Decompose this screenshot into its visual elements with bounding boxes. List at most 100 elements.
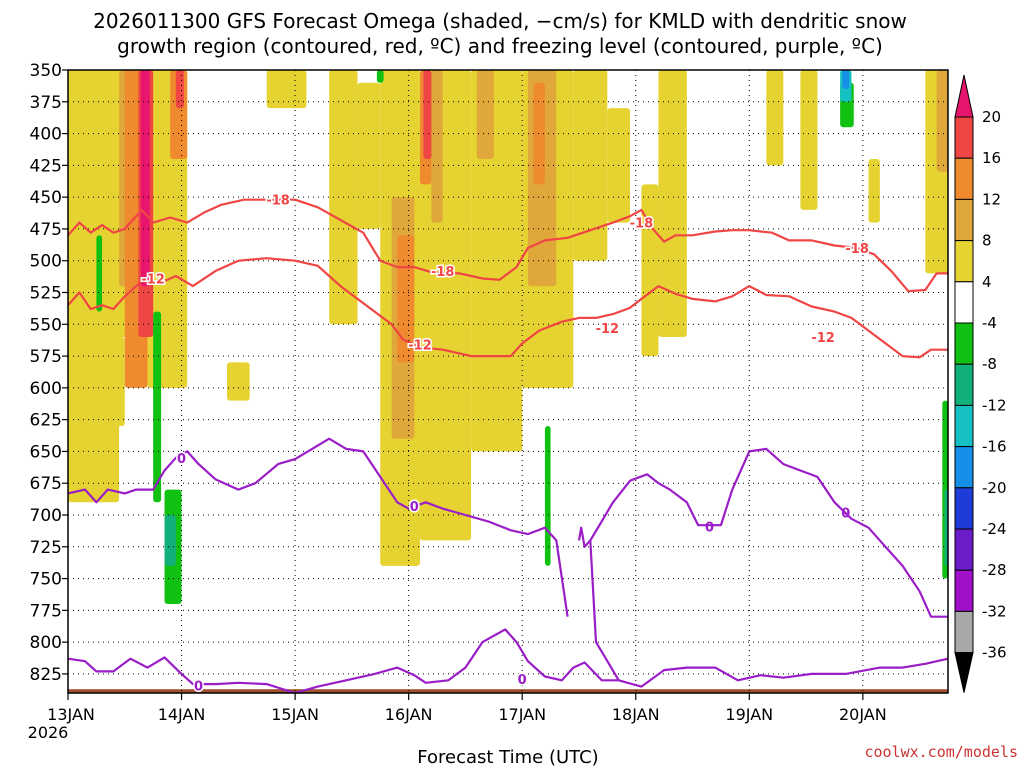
colorbar-label-16: 16 xyxy=(982,149,1001,167)
x-axis-label: Forecast Time (UTC) xyxy=(417,747,598,768)
y-tick-label-575: 575 xyxy=(30,347,62,367)
x-tick-label-18JAN: 18JAN xyxy=(612,705,660,724)
contour-label--12-3: -12 xyxy=(811,331,835,346)
x-tick-label-20JAN: 20JAN xyxy=(839,705,887,724)
colorbar-swatch--20 xyxy=(954,487,974,530)
contour-0 xyxy=(67,437,569,617)
colorbar-label--8: -8 xyxy=(982,355,997,373)
colorbar-label--24: -24 xyxy=(982,520,1007,538)
y-tick-label-500: 500 xyxy=(30,252,62,272)
y-tick-label-775: 775 xyxy=(30,601,62,621)
colorbar-label-4: 4 xyxy=(982,273,992,291)
shade-region-4-13 xyxy=(573,70,608,261)
shade-region-4-6 xyxy=(266,70,307,109)
colorbar-label--4: -4 xyxy=(982,314,997,332)
shade-region--8-1 xyxy=(944,489,948,566)
contour-0d xyxy=(67,628,949,695)
shade-region--4-4 xyxy=(544,426,551,566)
shade-region-16-2 xyxy=(423,70,432,159)
plot-frame xyxy=(67,69,949,694)
shade-region-20-0 xyxy=(140,70,150,287)
x-tick-label-16JAN: 16JAN xyxy=(385,705,433,724)
colorbar-swatch-8 xyxy=(954,240,974,283)
y-tick-label-650: 650 xyxy=(30,442,62,462)
contour-label--12-2: -12 xyxy=(596,322,620,337)
y-tick-label-825: 825 xyxy=(30,665,62,685)
y-tick-label-425: 425 xyxy=(30,156,62,176)
ground-surface xyxy=(68,689,948,693)
y-tick-label-675: 675 xyxy=(30,474,62,494)
year-label: 2026 xyxy=(28,723,69,742)
shade-region-4-15 xyxy=(641,184,659,357)
chart-title-line1: 2026011300 GFS Forecast Omega (shaded, −… xyxy=(93,9,907,33)
shade-region--4-0 xyxy=(96,235,103,312)
y-tick-label-475: 475 xyxy=(30,220,62,240)
x-tick-label-14JAN: 14JAN xyxy=(158,705,206,724)
shade-region-8-2 xyxy=(431,70,443,223)
colorbar-top-arrow xyxy=(954,74,974,118)
y-tick-label-800: 800 xyxy=(30,633,62,653)
y-tick-label-375: 375 xyxy=(30,93,62,113)
contour-label--18-1: -18 xyxy=(431,265,455,280)
colorbar-swatch-16 xyxy=(954,157,974,200)
y-tick-label-350: 350 xyxy=(30,61,62,81)
shade-region-8-5 xyxy=(936,70,948,172)
y-tick-label-750: 750 xyxy=(30,570,62,590)
colorbar-swatch--28 xyxy=(954,569,974,612)
contour-label--12-0: -12 xyxy=(141,273,165,288)
y-axis-ticks: 350 375 400 425 450 475 500 525 550 575 600 625 650 6… xyxy=(30,61,68,685)
colorbar-swatch-20 xyxy=(954,116,974,159)
shade-region-4-8 xyxy=(357,82,381,229)
colorbar-swatch--16 xyxy=(954,446,974,489)
y-tick-label-725: 725 xyxy=(30,538,62,558)
shade-region-4-16 xyxy=(658,70,687,337)
y-tick-label-600: 600 xyxy=(30,379,62,399)
contour-label--18-0: -18 xyxy=(266,194,290,209)
contour-label-0-0: 0 xyxy=(177,452,186,467)
contour--18 xyxy=(67,198,948,293)
contour-0b xyxy=(577,526,620,681)
x-tick-label-19JAN: 19JAN xyxy=(725,705,773,724)
contour-label-0d-1: 0 xyxy=(518,673,527,688)
shade-region-16-1 xyxy=(175,70,184,109)
x-tick-label-13JAN: 13JAN xyxy=(47,705,95,724)
colorbar-swatch--8 xyxy=(954,363,974,406)
x-tick-label-15JAN: 15JAN xyxy=(271,705,319,724)
y-tick-label-450: 450 xyxy=(30,188,62,208)
contour-label-0-1: 0 xyxy=(410,500,419,515)
colorbar-label-20: 20 xyxy=(982,108,1001,126)
shade-region-4-19 xyxy=(868,159,880,223)
omega-shading xyxy=(68,70,948,604)
y-tick-label-525: 525 xyxy=(30,284,62,304)
shade-region-4-17 xyxy=(766,70,784,166)
colorbar-label--12: -12 xyxy=(982,396,1007,414)
colorbar-label--32: -32 xyxy=(982,602,1007,620)
y-tick-label-625: 625 xyxy=(30,411,62,431)
contour-label-0d-0: 0 xyxy=(194,679,203,694)
contour-label-0-2: 0 xyxy=(705,520,714,535)
ground-band xyxy=(68,689,948,693)
colorbar-swatch-12 xyxy=(954,198,974,242)
colorbar-label-12: 12 xyxy=(982,190,1001,208)
x-axis-ticks: 13JAN 14JAN 15JAN 16JAN 17JAN 18JAN 19JAN 20JAN xyxy=(47,693,887,724)
y-tick-label-400: 400 xyxy=(30,125,62,145)
colorbar-swatch--4 xyxy=(954,322,974,365)
x-tick-label-17JAN: 17JAN xyxy=(498,705,546,724)
contour-0c xyxy=(589,447,948,618)
shade-region-4-1 xyxy=(79,337,125,426)
colorbar-swatch--24 xyxy=(954,528,974,571)
shade-region--16-0 xyxy=(842,70,850,90)
chart-title-line2: growth region (contoured, red, ºC) and f… xyxy=(117,34,883,58)
contour--12 xyxy=(67,257,948,359)
colorbar: 20 16 12 8 4 -4 -8 -12 -16 -20 -24 -28 -32 -36 xyxy=(954,74,1007,693)
shade-region--8-0 xyxy=(164,515,176,566)
colorbar-label--20: -20 xyxy=(982,479,1007,497)
contour-label--18-3: -18 xyxy=(845,242,869,257)
y-tick-label-700: 700 xyxy=(30,506,62,526)
shade-region-4-5 xyxy=(226,362,250,401)
shade-region--4-1 xyxy=(153,311,162,503)
colorbar-label--36: -36 xyxy=(982,644,1007,662)
contour-label--18-2: -18 xyxy=(630,217,654,232)
